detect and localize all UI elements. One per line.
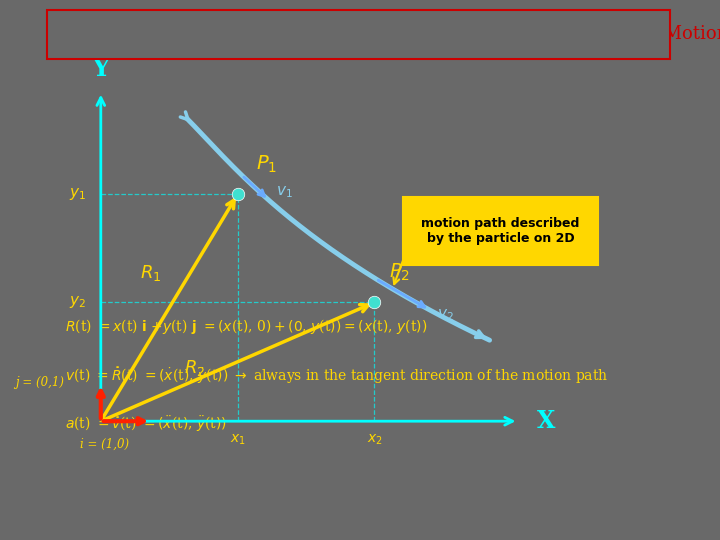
Text: Using: Using bbox=[297, 25, 356, 43]
Text: $\mathbf{\it{v}}$(t) $= \mathbf{\dot{\it{R}}}$(t) $= (\dot{x}$(t$)$, $\dot{y}$(t: $\mathbf{\it{v}}$(t) $= \mathbf{\dot{\it… bbox=[65, 365, 608, 386]
FancyBboxPatch shape bbox=[47, 10, 670, 59]
Text: $v_2$: $v_2$ bbox=[437, 307, 454, 323]
Text: X: X bbox=[536, 409, 555, 433]
Text: Cartesian Coordinates: Cartesian Coordinates bbox=[358, 25, 583, 43]
Text: $v_1$: $v_1$ bbox=[276, 184, 293, 200]
Text: $y_2$: $y_2$ bbox=[69, 294, 86, 310]
Text: Y: Y bbox=[92, 57, 109, 80]
Text: to Describe 2D Motion: to Describe 2D Motion bbox=[516, 25, 720, 43]
Text: j = (0,1): j = (0,1) bbox=[15, 376, 64, 389]
Text: $y_1$: $y_1$ bbox=[69, 186, 86, 202]
Text: $P_1$: $P_1$ bbox=[256, 154, 276, 176]
Text: $\mathbf{\it{a}}$(t) $= \mathbf{\dot{\it{v}}}$(t) $= (\ddot{x}$(t$)$, $\ddot{y}$: $\mathbf{\it{a}}$(t) $= \mathbf{\dot{\it… bbox=[65, 414, 227, 434]
Text: $x_1$: $x_1$ bbox=[230, 433, 246, 447]
Text: i = (1,0): i = (1,0) bbox=[80, 438, 129, 451]
FancyBboxPatch shape bbox=[403, 197, 598, 265]
Text: $P_2$: $P_2$ bbox=[389, 262, 410, 284]
Text: motion path described
by the particle on 2D: motion path described by the particle on… bbox=[421, 217, 580, 245]
Text: $R_1$: $R_1$ bbox=[140, 263, 162, 283]
Text: $R_2$: $R_2$ bbox=[184, 357, 205, 377]
Text: $\mathbf{\it{R}}$(t) $= x$(t) $\mathbf{i}$ $+ y$(t) $\mathbf{j}$ $= (x$(t$)$, 0$: $\mathbf{\it{R}}$(t) $= x$(t) $\mathbf{i… bbox=[65, 317, 427, 336]
Text: $x_2$: $x_2$ bbox=[366, 433, 382, 447]
